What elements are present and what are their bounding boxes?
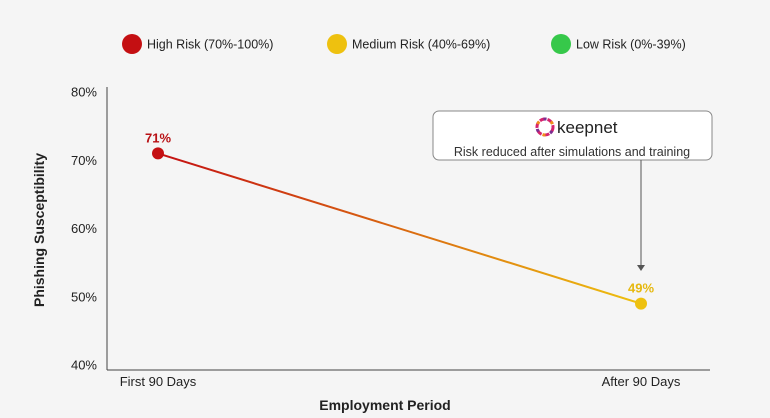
y-tick-label: 70% (71, 153, 97, 168)
legend-swatch-high (122, 34, 142, 54)
x-tick-labels: First 90 Days After 90 Days (120, 374, 681, 389)
callout-arrow-head (637, 265, 645, 271)
legend-item-medium: Medium Risk (40%-69%) (327, 34, 490, 54)
legend-label-high: High Risk (70%-100%) (147, 38, 273, 52)
legend-swatch-medium (327, 34, 347, 54)
data-label: 71% (145, 130, 171, 145)
y-tick-labels: 40% 50% 60% 70% 80% (71, 85, 97, 373)
legend: High Risk (70%-100%) Medium Risk (40%-69… (122, 34, 686, 54)
annotation-callout: keepnet Risk reduced after simulations a… (432, 110, 713, 271)
data-label: 49% (628, 281, 654, 296)
legend-item-high: High Risk (70%-100%) (122, 34, 273, 54)
legend-swatch-low (551, 34, 571, 54)
legend-label-low: Low Risk (0%-39%) (576, 38, 686, 52)
y-tick-label: 60% (71, 221, 97, 236)
series-layer: 71% 49% (145, 130, 654, 310)
series-line (157, 152, 642, 305)
data-point (152, 147, 164, 160)
x-tick-label: First 90 Days (120, 374, 197, 389)
legend-label-medium: Medium Risk (40%-69%) (352, 38, 490, 52)
y-tick-label: 80% (71, 85, 97, 100)
keepnet-logo-icon (535, 117, 555, 137)
y-axis-title: Phishing Susceptibility (31, 153, 47, 307)
y-tick-label: 50% (71, 289, 97, 304)
x-tick-label: After 90 Days (602, 374, 681, 389)
callout-brand: keepnet (557, 118, 618, 137)
legend-item-low: Low Risk (0%-39%) (551, 34, 686, 54)
callout-text: Risk reduced after simulations and train… (454, 145, 690, 159)
callout-box (432, 110, 713, 161)
y-tick-label: 40% (71, 358, 97, 373)
data-point (635, 297, 647, 310)
x-axis-title: Employment Period (319, 397, 450, 413)
